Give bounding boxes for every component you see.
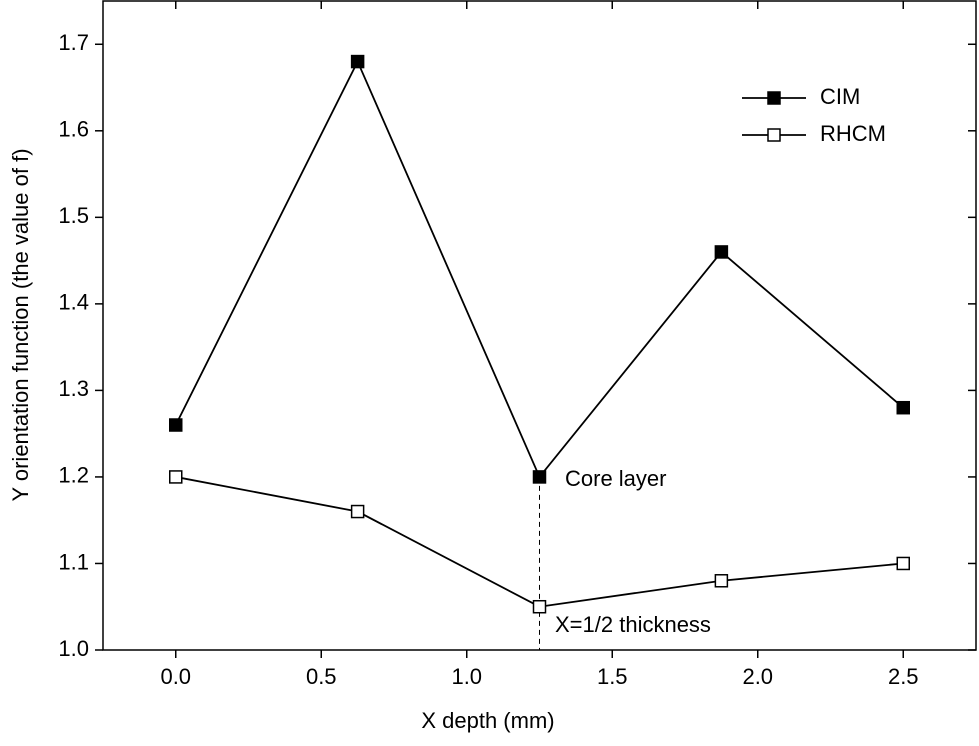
annotation: Core layer xyxy=(565,466,666,491)
x-tick-label: 2.0 xyxy=(742,664,773,689)
y-tick-label: 1.7 xyxy=(58,30,89,55)
marker xyxy=(714,574,729,588)
marker xyxy=(350,504,365,519)
marker xyxy=(896,556,910,571)
marker xyxy=(714,245,729,259)
y-tick-label: 1.2 xyxy=(58,463,89,488)
marker xyxy=(896,400,910,415)
x-tick-label: 0.0 xyxy=(160,664,191,689)
series-line xyxy=(174,59,904,479)
marker xyxy=(169,470,183,484)
y-tick-label: 1.4 xyxy=(58,290,89,315)
y-tick-label: 1.3 xyxy=(58,376,89,401)
legend-marker xyxy=(767,91,781,105)
x-tick-label: 1.5 xyxy=(597,664,628,689)
y-tick-label: 1.5 xyxy=(58,203,89,228)
marker xyxy=(532,599,547,614)
annotation: X=1/2 thickness xyxy=(555,612,711,637)
y-tick-label: 1.1 xyxy=(58,549,89,574)
x-tick-label: 2.5 xyxy=(888,664,919,689)
legend-label: CIM xyxy=(820,84,860,109)
legend-label: RHCM xyxy=(820,121,886,146)
x-tick-label: 1.0 xyxy=(451,664,482,689)
y-axis-label: Y orientation function (the value of f) xyxy=(8,148,33,501)
y-tick-label: 1.6 xyxy=(58,117,89,142)
legend-marker xyxy=(767,128,781,142)
marker xyxy=(532,470,547,484)
y-tick-label: 1.0 xyxy=(58,636,89,661)
marker xyxy=(350,54,365,69)
x-axis-label: X depth (mm) xyxy=(421,708,554,733)
marker xyxy=(169,418,183,432)
x-tick-label: 0.5 xyxy=(306,664,337,689)
